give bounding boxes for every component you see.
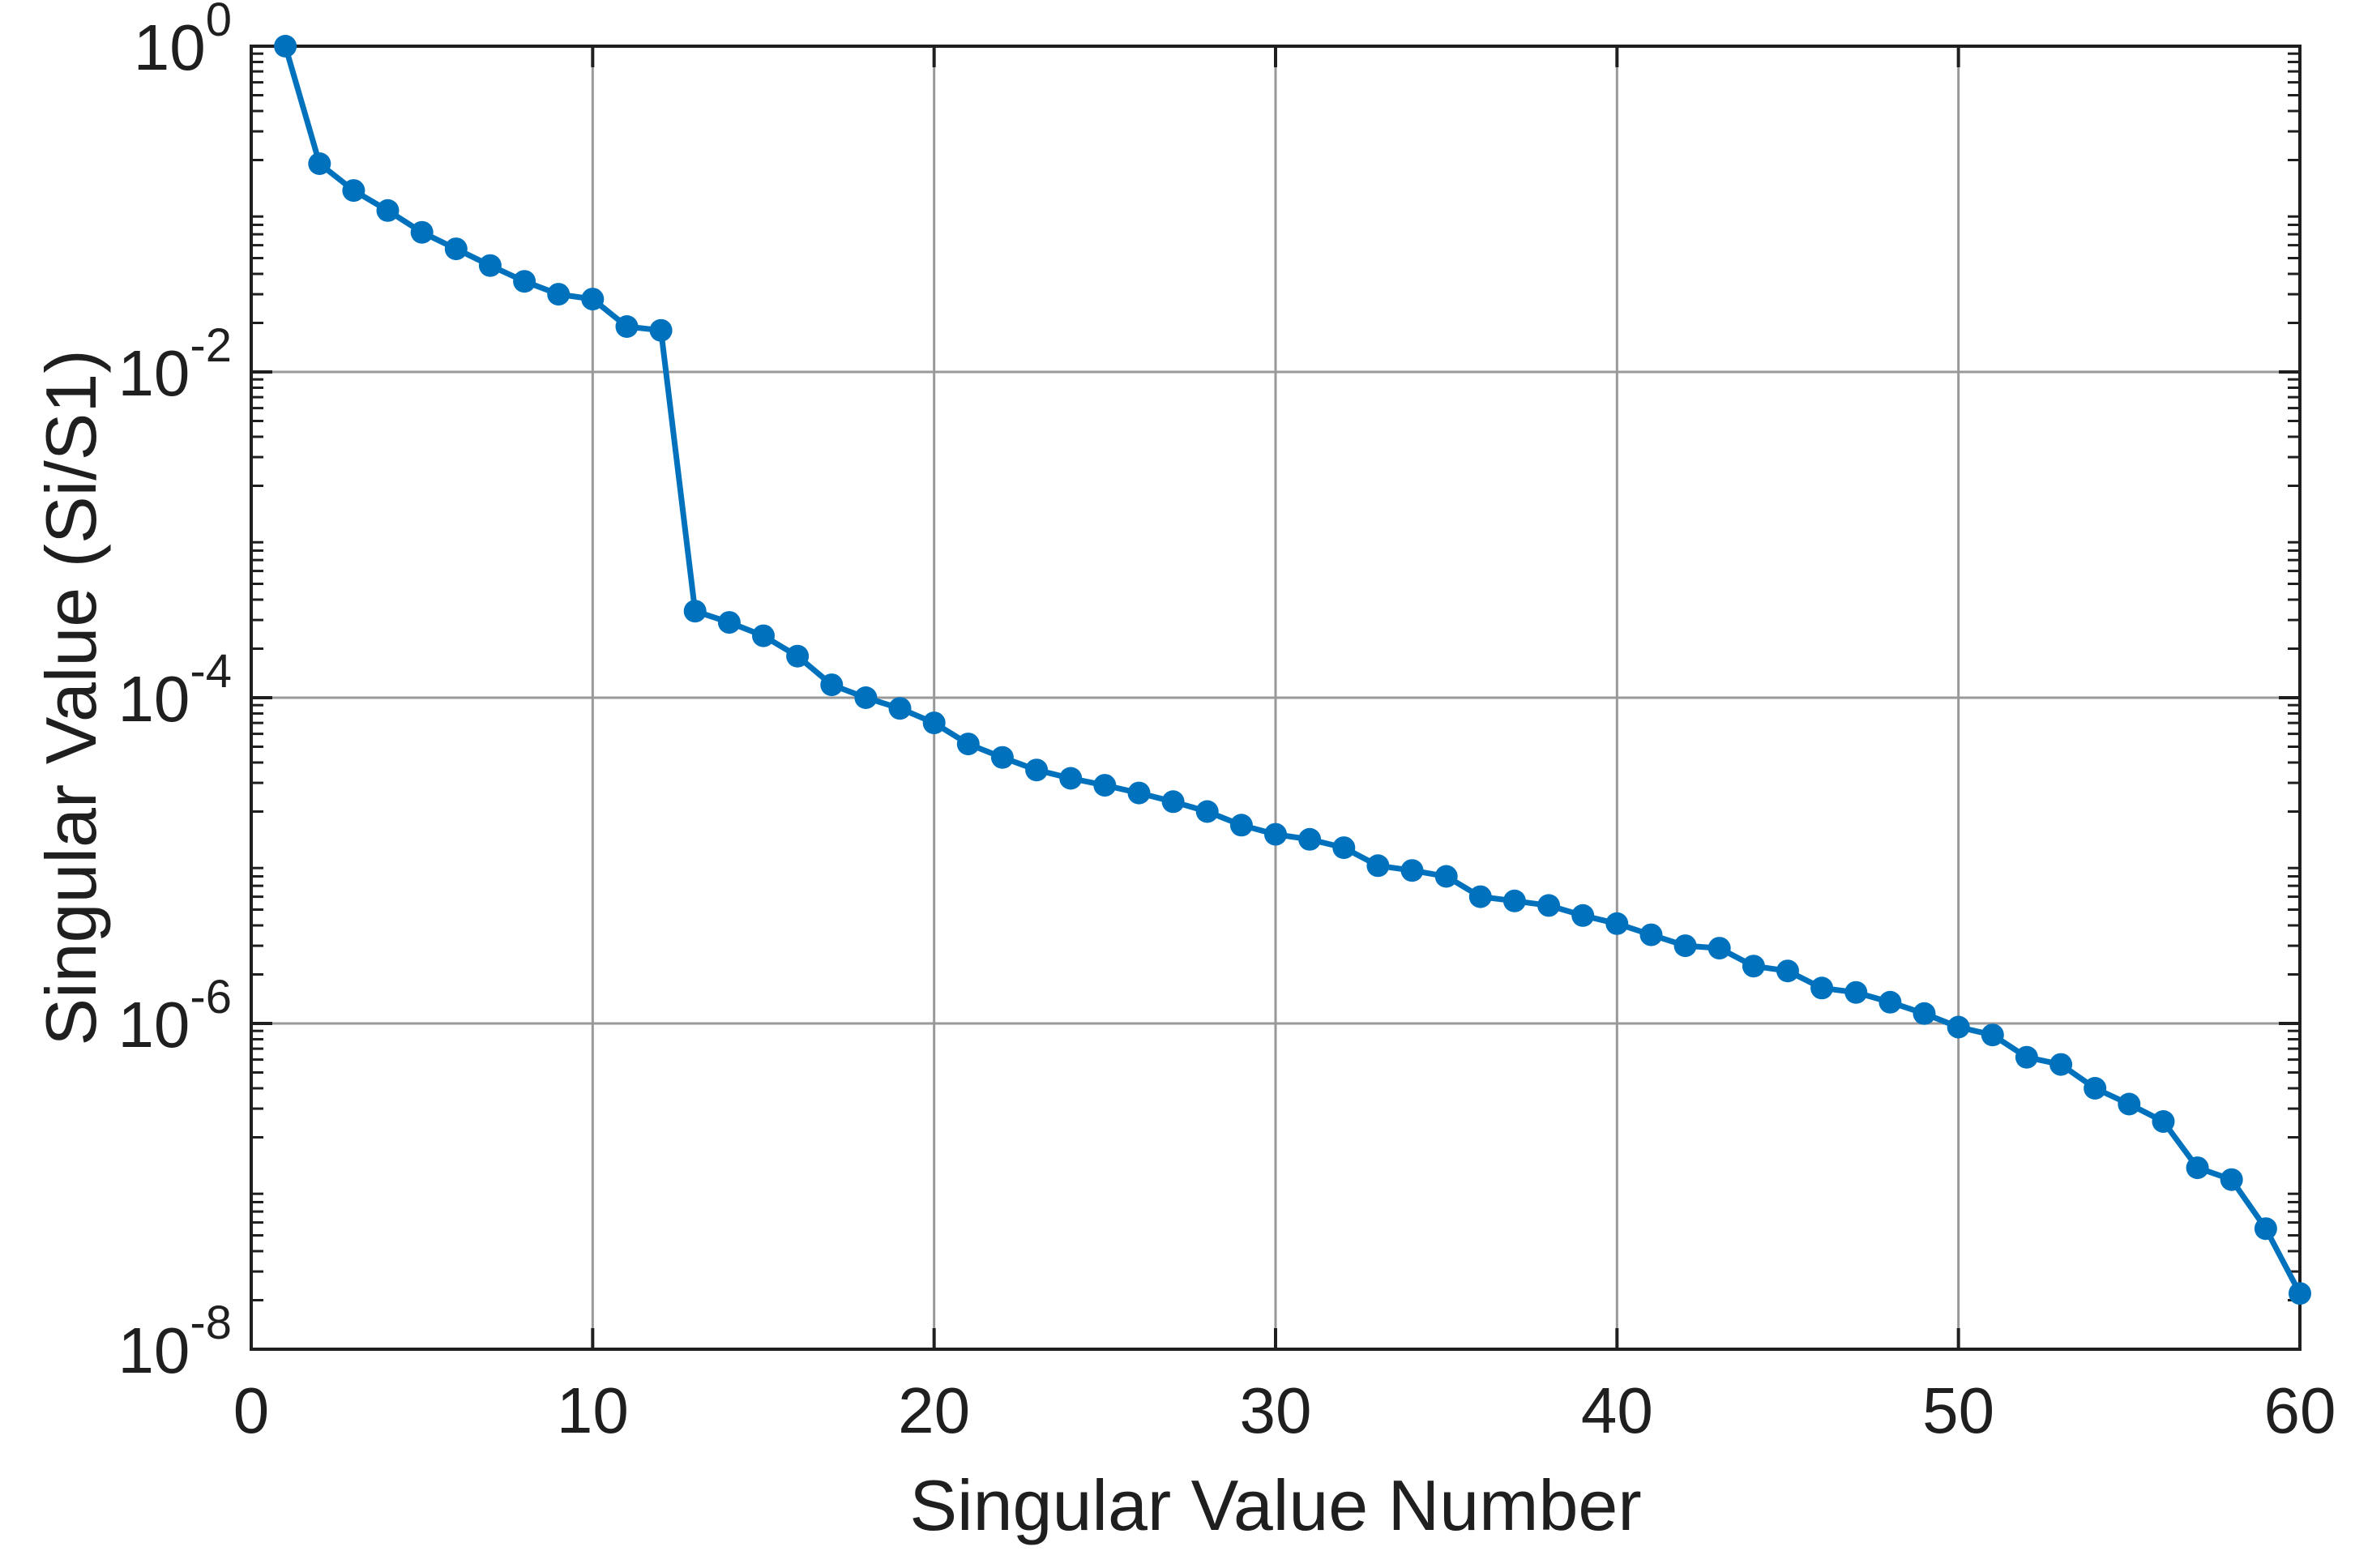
data-point-marker [1981, 1023, 2004, 1047]
data-point-marker [683, 600, 707, 623]
data-point-marker [1093, 774, 1117, 797]
y-tick-label: 100 [134, 0, 232, 83]
data-point-marker [1502, 889, 1526, 912]
data-point-marker [274, 35, 297, 58]
y-tick-label: 10-4 [118, 645, 232, 735]
data-point-marker [1127, 781, 1151, 805]
data-point-marker [649, 318, 673, 342]
data-point-marker [1059, 767, 1083, 790]
data-point-marker [1639, 923, 1663, 946]
data-point-marker [820, 673, 844, 697]
data-point-marker [1878, 990, 1902, 1014]
data-point-marker [1844, 981, 1868, 1004]
data-point-marker [1400, 859, 1424, 882]
data-point-marker [308, 152, 331, 175]
data-point-marker [2015, 1045, 2038, 1069]
x-tick-label: 10 [557, 1374, 629, 1446]
grid-lines [251, 46, 2300, 1349]
data-point-marker [717, 611, 741, 634]
x-tick-label: 30 [1240, 1374, 1312, 1446]
data-point-marker [1673, 934, 1697, 958]
data-point-marker [2254, 1217, 2277, 1241]
y-tick-label: 10-6 [118, 971, 232, 1061]
data-point-marker [478, 254, 502, 277]
data-point-marker [1605, 912, 1629, 935]
axis-ticks [250, 45, 2302, 1351]
data-series [274, 35, 2311, 1305]
data-point-marker [786, 644, 810, 668]
data-point-marker [1707, 937, 1731, 960]
data-point-marker [410, 220, 434, 244]
x-tick-label: 0 [233, 1374, 270, 1446]
data-point-marker [1776, 959, 1799, 983]
y-tick-label: 10-8 [118, 1297, 232, 1386]
data-point-marker [1468, 885, 1492, 908]
data-point-marker [547, 283, 571, 306]
data-point-marker [2289, 1282, 2311, 1305]
x-tick-label: 20 [898, 1374, 970, 1446]
data-point-marker [513, 270, 536, 293]
data-point-marker [854, 686, 878, 709]
data-point-marker [2152, 1110, 2175, 1133]
data-point-marker [1195, 800, 1219, 823]
data-point-marker [1742, 955, 1765, 978]
data-point-marker [615, 315, 639, 338]
data-point-marker [922, 711, 946, 735]
x-tick-labels: 0 10 20 30 40 50 60 [233, 1374, 2336, 1446]
data-point-marker [1366, 854, 1390, 878]
data-point-marker [2118, 1092, 2141, 1116]
data-point-marker [1298, 827, 1322, 851]
series-polyline [282, 43, 2303, 1297]
x-tick-label: 40 [1581, 1374, 1653, 1446]
data-point-marker [888, 697, 912, 720]
data-point-marker [2049, 1053, 2073, 1076]
x-tick-label: 60 [2264, 1374, 2336, 1446]
data-point-marker [2220, 1168, 2243, 1191]
data-point-marker [956, 733, 980, 756]
data-point-marker [1571, 904, 1595, 927]
data-point-marker [376, 199, 400, 222]
data-point-marker [444, 237, 468, 261]
data-point-marker [2186, 1156, 2209, 1180]
data-point-marker [1264, 822, 1287, 846]
data-point-marker [1332, 836, 1356, 860]
data-point-marker [1810, 976, 1834, 1000]
data-point-marker [1537, 894, 1561, 917]
y-axis-label: Singular Value (Si/S1) [31, 349, 111, 1045]
data-point-marker [990, 746, 1014, 769]
x-tick-label: 50 [1922, 1374, 1994, 1446]
data-point-marker [1161, 790, 1185, 814]
y-tick-labels: 100 10-2 10-4 10-6 10-8 [118, 0, 232, 1386]
data-point-marker [1025, 758, 1049, 782]
y-tick-label: 10-2 [118, 319, 232, 409]
data-point-marker [1913, 1002, 1936, 1025]
data-point-marker [1229, 814, 1253, 837]
data-point-marker [342, 179, 365, 203]
data-point-marker [752, 624, 775, 647]
x-axis-label: Singular Value Number [909, 1465, 1641, 1545]
data-point-marker [2084, 1077, 2107, 1100]
data-point-marker [1947, 1015, 1970, 1039]
data-point-marker [581, 288, 605, 311]
data-point-marker [1434, 865, 1458, 888]
